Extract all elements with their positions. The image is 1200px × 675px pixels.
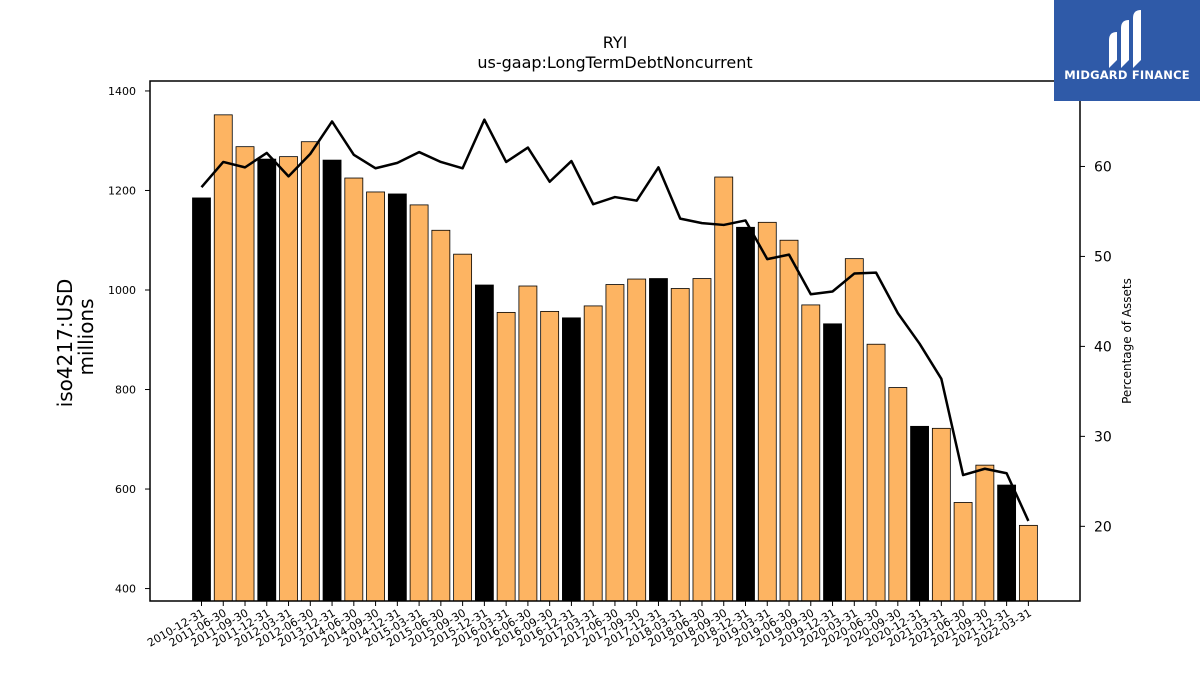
bar-2011-12-31 — [257, 158, 277, 602]
y2-tick-label: 30 — [1094, 429, 1112, 445]
y-axis-label: iso4217:USD — [53, 279, 77, 408]
y2-tick-label: 50 — [1094, 249, 1112, 265]
y2-tick-label: 20 — [1094, 519, 1112, 535]
bar-2021-12-31 — [997, 484, 1017, 602]
line-series — [200, 118, 1030, 522]
bar-2011-09-30 — [235, 146, 255, 602]
chart-subtitle: us-gaap:LongTermDebtNoncurrent — [477, 53, 752, 72]
bar-2019-03-31 — [757, 221, 777, 602]
bar-2015-12-31 — [474, 284, 494, 602]
y2-axis: 20 30 40 50 60 — [1080, 159, 1112, 535]
chart-title: RYI — [603, 33, 628, 52]
bar-2017-12-31 — [649, 278, 668, 602]
percentage-line — [200, 118, 1030, 522]
bar-2014-12-31 — [387, 193, 407, 602]
bar-2020-03-31 — [844, 258, 864, 602]
bar-2010-12-31 — [192, 197, 211, 602]
y-axis: 400 600 800 1000 1200 1400 — [108, 85, 150, 596]
bar-2020-06-30 — [866, 343, 886, 602]
bar-2019-12-31 — [823, 323, 842, 602]
x-axis: 2010-12-312011-06-302011-09-302011-12-31… — [145, 601, 1034, 650]
bar-series — [192, 114, 1038, 602]
bar-2015-09-30 — [453, 253, 473, 602]
logo-mark-icon — [1109, 10, 1141, 68]
bar-2017-06-30 — [605, 284, 625, 602]
bar-2019-06-30 — [779, 239, 799, 602]
brand-logo: MIDGARD FINANCE — [1054, 0, 1200, 101]
bar-2020-09-30 — [888, 387, 908, 602]
y-tick-label: 400 — [115, 583, 136, 596]
bar-2015-06-30 — [431, 229, 451, 602]
bar-2021-09-30 — [975, 464, 995, 602]
bar-2016-09-30 — [540, 310, 560, 602]
bar-2016-12-31 — [562, 317, 581, 602]
bar-2022-03-31 — [1018, 524, 1038, 602]
y2-axis-label: Percentage of Assets — [1120, 278, 1134, 404]
logo-text: MIDGARD FINANCE — [1064, 68, 1190, 82]
y-tick-label: 600 — [115, 483, 136, 496]
y2-tick-label: 40 — [1094, 339, 1112, 355]
y-tick-label: 1000 — [108, 284, 136, 297]
bar-2018-09-30 — [714, 176, 734, 602]
bar-2018-03-31 — [670, 288, 690, 602]
bar-2017-09-30 — [627, 278, 647, 602]
bar-2013-12-31 — [322, 159, 342, 602]
y-tick-label: 1200 — [108, 184, 136, 197]
bar-2016-06-30 — [518, 285, 538, 602]
bar-2021-06-30 — [953, 502, 973, 602]
bar-2014-09-30 — [366, 191, 385, 602]
y2-tick-label: 60 — [1094, 159, 1112, 175]
bar-2012-03-31 — [279, 156, 298, 602]
bar-2015-03-31 — [409, 204, 429, 602]
bar-2014-06-30 — [344, 177, 364, 602]
bar-2018-12-31 — [736, 226, 755, 602]
bar-2016-03-31 — [496, 311, 516, 602]
bar-2021-03-31 — [931, 427, 951, 602]
bar-2019-09-30 — [801, 304, 821, 602]
bar-2018-06-30 — [692, 278, 712, 602]
bar-2011-06-30 — [213, 114, 233, 602]
bar-2012-06-30 — [300, 141, 320, 602]
y-axis-label-units: millions — [74, 298, 98, 375]
bar-2020-12-31 — [910, 425, 929, 602]
bar-2017-03-31 — [583, 305, 603, 602]
y-tick-label: 1400 — [108, 85, 136, 98]
y-tick-label: 800 — [115, 384, 136, 397]
